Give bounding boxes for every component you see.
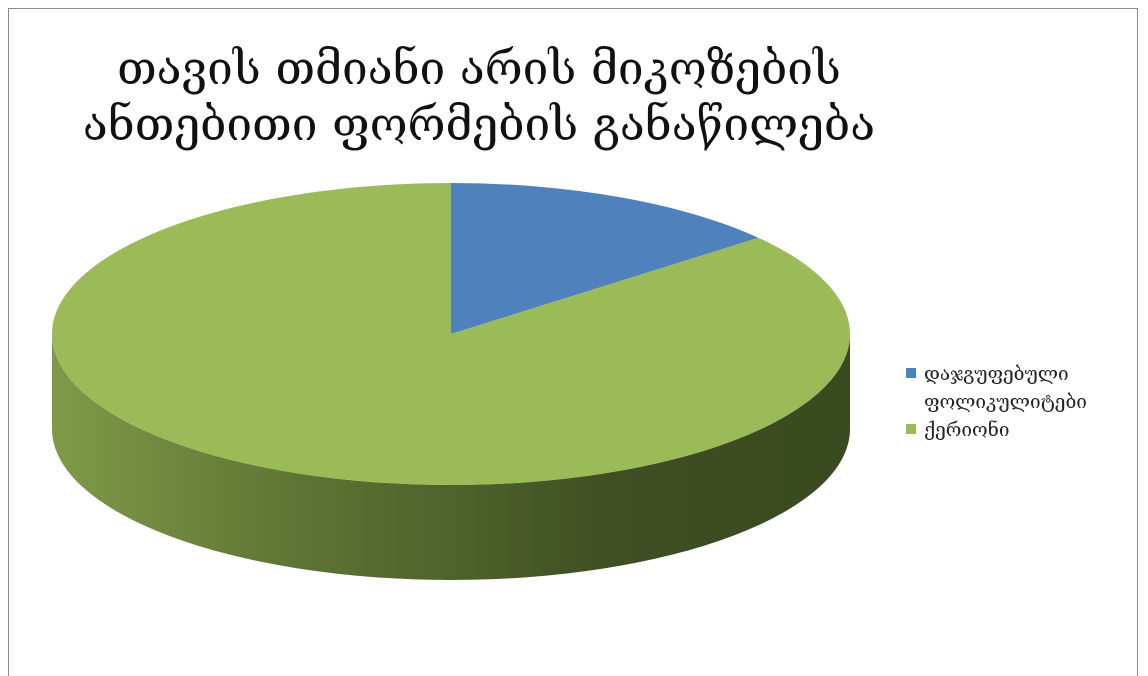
pie-side-wall (52, 334, 850, 580)
chart-title-line-1: თავის თმიანი არის მიკოზების (117, 41, 841, 95)
legend-label-1-line-1: დაჯგუფებული (924, 363, 1069, 385)
chart-title-line-2: ანთებითი ფორმების განაწილება (82, 97, 876, 151)
chart-title: თავის თმიანი არის მიკოზების ანთებითი ფორ… (0, 40, 958, 152)
pie-slice-2 (51, 183, 850, 485)
legend-label-1-line-2: ფოლიკულიტები (924, 391, 1087, 413)
legend-swatch-1 (906, 368, 916, 378)
pie-slice-1 (451, 183, 759, 334)
chart-legend: დაჯგუფებული ფოლიკულიტები ქერიონი (906, 360, 1138, 444)
legend-item-2: ქერიონი (906, 416, 1138, 444)
legend-item-1: დაჯგუფებული ფოლიკულიტები (906, 360, 1138, 416)
legend-label-2-line-1: ქერიონი (924, 419, 1010, 441)
legend-swatch-2 (906, 424, 916, 434)
